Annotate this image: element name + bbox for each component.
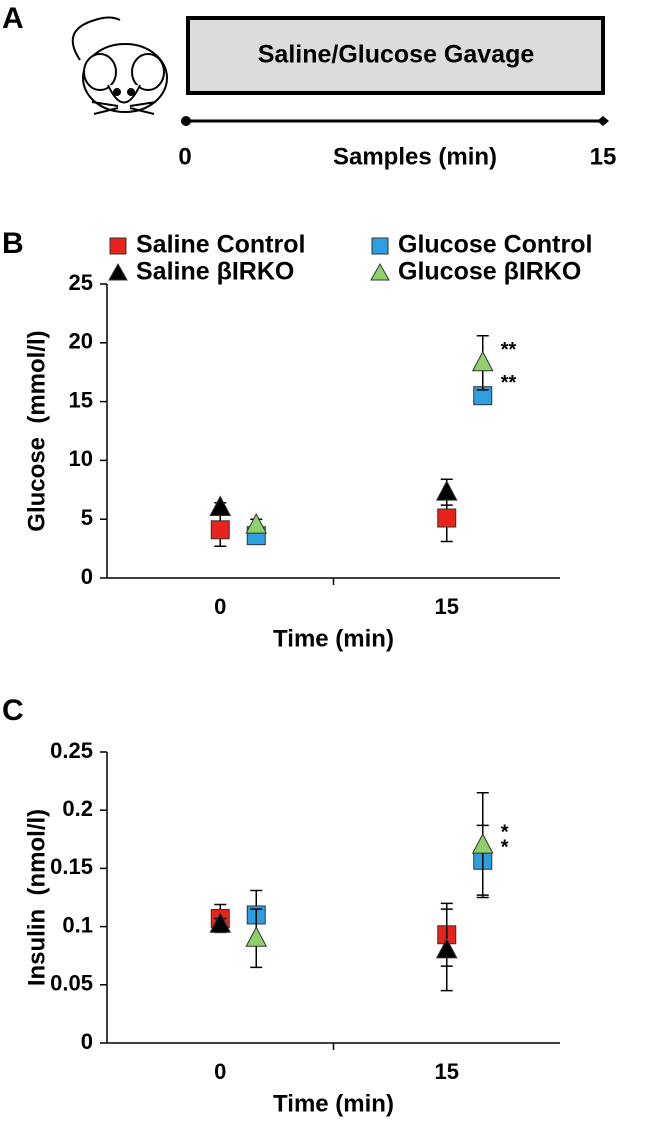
legend-label: Glucose βIRKO xyxy=(398,258,581,286)
timeline-end-label: 15 xyxy=(590,143,617,170)
y-tick-label: 5 xyxy=(81,505,93,530)
y-tick-label: 0.2 xyxy=(62,796,93,821)
y-axis-label: Insulin (nmol/l) xyxy=(23,809,50,986)
y-tick-label: 0.15 xyxy=(50,854,93,879)
mouse-icon xyxy=(71,16,168,115)
x-tick-label: 15 xyxy=(435,1059,459,1084)
legend-label: Saline βIRKO xyxy=(136,258,294,286)
legend-marker xyxy=(371,237,389,255)
significance: * xyxy=(501,821,509,843)
timeline-label: Samples (min) xyxy=(333,143,497,170)
significance: * xyxy=(501,837,509,859)
y-tick-label: 0 xyxy=(81,564,93,589)
marker xyxy=(210,520,230,540)
y-axis-label: Glucose (mmol/l) xyxy=(23,330,50,531)
marker xyxy=(437,508,457,528)
x-tick-label: 0 xyxy=(214,1059,226,1084)
panel-label: B xyxy=(2,227,24,260)
marker xyxy=(471,350,494,372)
panel-label: A xyxy=(2,2,24,35)
procedure-box xyxy=(186,16,605,95)
marker xyxy=(435,937,458,959)
marker xyxy=(245,513,268,534)
marker xyxy=(471,833,494,854)
x-axis-label: Time (min) xyxy=(273,1090,394,1117)
x-tick-label: 0 xyxy=(214,594,226,619)
legend-label: Saline Control xyxy=(136,231,305,259)
marker xyxy=(209,912,232,933)
procedure-text: Saline/Glucose Gavage xyxy=(258,41,535,69)
timeline-end xyxy=(597,116,609,126)
y-tick-label: 15 xyxy=(69,387,93,412)
y-tick-label: 20 xyxy=(69,329,93,354)
marker xyxy=(245,926,268,947)
marker xyxy=(209,495,232,516)
legend-marker xyxy=(109,237,127,255)
significance: ** xyxy=(501,339,517,361)
y-tick-label: 0 xyxy=(81,1029,93,1054)
legend-marker xyxy=(108,262,128,281)
timeline-start-label: 0 xyxy=(178,143,191,170)
legend-marker xyxy=(370,262,390,281)
significance: ** xyxy=(501,372,517,394)
y-tick-label: 0.1 xyxy=(62,912,93,937)
timeline-start xyxy=(181,116,191,126)
y-tick-label: 0.05 xyxy=(50,971,93,996)
y-tick-label: 10 xyxy=(69,446,93,471)
x-tick-label: 15 xyxy=(435,594,459,619)
x-axis-label: Time (min) xyxy=(273,625,394,652)
y-tick-label: 0.25 xyxy=(50,738,93,763)
panel-label: C xyxy=(2,694,24,727)
y-tick-label: 25 xyxy=(69,270,93,295)
legend-label: Glucose Control xyxy=(398,231,592,259)
marker xyxy=(435,480,458,501)
